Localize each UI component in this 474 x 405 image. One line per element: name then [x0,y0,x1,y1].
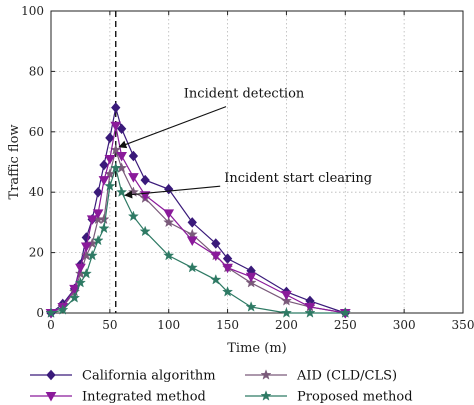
x-tick-label: 350 [452,318,474,332]
x-tick-label: 200 [275,318,298,332]
data-point [92,209,104,219]
data-point [110,162,122,173]
legend-entry: AID (CLD/CLS) [245,369,397,384]
data-point [98,176,110,186]
y-tick-label: 100 [21,4,44,18]
x-tick-label: 250 [334,318,357,332]
x-tick-label: 50 [102,318,117,332]
data-point [57,304,69,315]
legend-marker [45,392,57,402]
legend-label: Proposed method [297,390,413,405]
legend-label: AID (CLD/CLS) [296,369,397,384]
annotation-label: Incident start clearing [224,171,372,186]
legend: California algorithm AID (CLD/CLS) Integra… [30,369,413,405]
legend-label: California algorithm [82,369,216,384]
data-point [116,123,127,135]
data-point [245,272,257,283]
data-point [110,121,122,132]
legend-entry: Integrated method [30,390,206,405]
data-point [210,274,222,285]
data-point [92,234,104,246]
legend-entry: Proposed method [245,390,413,405]
series-integrated-method [45,121,351,319]
data-point [86,215,98,225]
data-point [104,154,116,165]
annotation-arrow [118,106,227,149]
data-point [128,150,139,162]
data-point [99,159,109,171]
y-tick-label: 80 [29,64,44,78]
data-point [98,213,110,225]
legend-marker [46,369,56,381]
series-california-algorithm [46,102,350,319]
data-point [140,174,150,186]
data-point [163,216,175,228]
data-point [186,261,198,273]
data-point [105,132,115,144]
data-point [245,277,257,288]
data-point [304,307,316,318]
annotation-label: Incident detection [184,87,305,102]
data-point [116,186,128,197]
data-point [187,217,197,228]
series-group [45,102,351,319]
data-point [127,210,139,222]
data-point [163,209,175,219]
y-tick-label: 60 [29,125,44,139]
data-point [69,284,80,295]
data-point [280,295,292,306]
data-point [222,263,233,274]
data-point [93,186,103,198]
data-point [111,102,121,113]
data-point [222,286,234,297]
data-point [211,238,221,249]
data-point [86,249,98,261]
data-point [139,225,151,237]
data-point [104,180,116,191]
y-tick-label: 0 [36,306,44,320]
data-point [210,251,222,262]
x-tick-label: 150 [216,318,239,332]
x-axis-title: Time (m) [227,341,286,356]
data-point [45,307,57,318]
annotation-arrow [124,185,221,199]
y-tick-label: 40 [29,185,44,199]
y-tick-label: 20 [29,246,44,260]
plot-frame [50,10,464,314]
legend-marker [260,390,272,401]
data-point [245,301,257,312]
annotations: Incident detection Incident start clearin… [118,87,372,199]
data-point [80,242,92,253]
x-tick-label: 300 [393,318,416,332]
data-point [186,236,198,247]
data-point [280,307,292,318]
data-point [74,277,86,288]
data-point [281,290,292,301]
data-point [163,249,175,261]
series-proposed-method [45,162,351,318]
data-point [69,292,81,303]
data-point [116,151,127,162]
legend-marker [260,369,272,380]
x-tick-label: 100 [157,318,180,332]
data-point [128,173,139,183]
legend-entry: California algorithm [30,369,216,384]
data-point [98,222,110,234]
x-tick-label: 0 [47,318,55,332]
legend-label: Integrated method [82,390,206,405]
axes: 0 50 100 150 200 250 300 350 0 20 40 60 80 100 Time (m… [7,4,474,356]
data-point [80,267,92,279]
data-point [75,263,86,274]
y-axis-title: Traffic flow [7,124,22,199]
data-point [339,307,351,318]
